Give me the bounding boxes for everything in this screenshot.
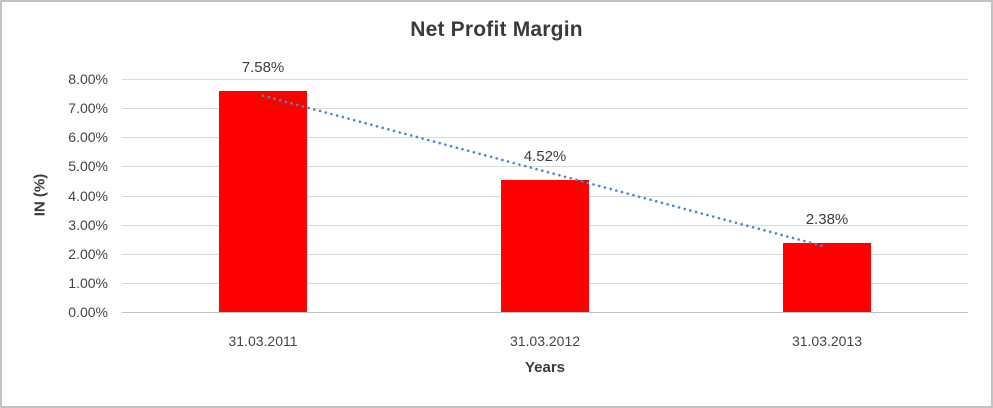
bar-31.03.2011 [219,91,307,312]
bar-31.03.2012 [501,180,589,312]
y-tick-label: 2.00% [68,245,108,262]
x-tick-label: 31.03.2013 [791,333,863,349]
x-tick-label: 31.03.2012 [509,333,581,349]
gridline [122,79,968,80]
y-tick-label: 7.00% [68,100,108,117]
y-tick-label: 3.00% [68,216,108,233]
data-label: 2.38% [805,210,849,228]
y-tick-label: 5.00% [68,158,108,175]
chart-title: Net Profit Margin [410,18,583,41]
y-tick-label: 1.00% [68,274,108,291]
data-label: 4.52% [523,148,567,166]
bar-31.03.2013 [783,242,871,312]
trendline [261,94,829,249]
x-tick-label: 31.03.2011 [228,333,298,349]
data-label: 7.58% [241,59,285,77]
x-axis-line [122,312,968,313]
gridline [122,137,968,139]
y-tick-label: 6.00% [68,129,108,146]
y-tick-label: 8.00% [68,71,108,87]
y-tick-label: 0.00% [68,304,108,320]
x-axis-title: Years [524,359,566,376]
y-tick-label: 4.00% [68,187,108,204]
gridline [122,108,968,110]
gridline [122,166,968,168]
trendline-path [261,94,829,249]
